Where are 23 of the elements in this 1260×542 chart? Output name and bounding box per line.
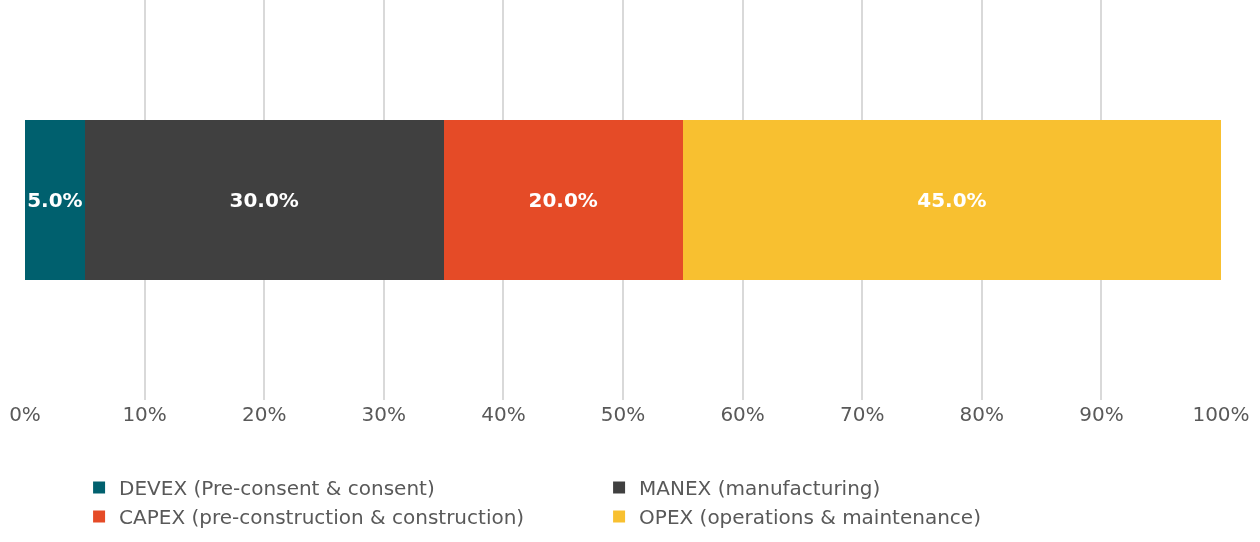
x-tick-label: 40% xyxy=(481,402,526,426)
data-label: 5.0% xyxy=(27,188,83,212)
bar xyxy=(84,120,444,280)
x-tick-label: 80% xyxy=(959,402,1005,426)
legend-label: MANEX (manufacturing) xyxy=(639,476,881,501)
legend-label: CAPEX (pre-construction & construction) xyxy=(119,505,525,530)
x-tick-label: 60% xyxy=(720,402,765,426)
data-label: 30.0% xyxy=(229,188,299,212)
x-tick-label: 90% xyxy=(1079,402,1124,426)
x-tick-label: 0% xyxy=(9,402,41,426)
data-label: 20.0% xyxy=(528,188,598,212)
bar xyxy=(443,120,683,280)
bar xyxy=(25,120,85,280)
x-tick-label: 50% xyxy=(600,402,646,426)
x-tick-label: 70% xyxy=(839,402,885,426)
x-tick-label: 20% xyxy=(241,402,287,426)
x-tick-label: 100% xyxy=(1192,402,1250,426)
x-tick-label: 30% xyxy=(361,402,407,426)
x-tick-label: 10% xyxy=(122,402,167,426)
legend-label: DEVEX (Pre-consent & consent) xyxy=(119,476,435,501)
legend-label: OPEX (operations & maintenance) xyxy=(639,505,981,530)
data-label: 45.0% xyxy=(917,188,987,212)
bar xyxy=(682,120,1221,280)
